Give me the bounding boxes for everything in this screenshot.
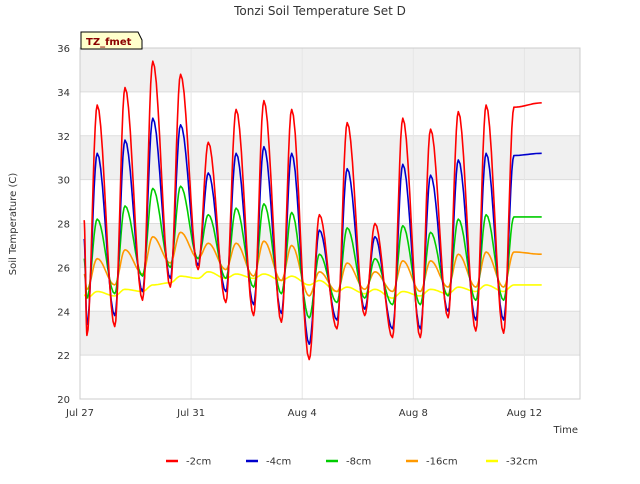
x-tick-label: Jul 31 — [176, 408, 205, 419]
y-tick-label: 30 — [57, 176, 70, 187]
grid-band — [80, 223, 580, 268]
x-tick-label: Jul 27 — [65, 408, 94, 419]
x-tick-label: Aug 4 — [288, 408, 317, 419]
series-line-m2cm — [83, 60, 542, 361]
series-line-m8cm — [83, 185, 542, 319]
legend: -2cm -4cm -8cm -16cm -32cm — [166, 457, 538, 468]
legend-label: -4cm — [266, 457, 291, 468]
series-layer — [83, 60, 542, 361]
station-badge: TZ_fmet — [80, 31, 143, 50]
x-tick-label: Aug 12 — [507, 408, 542, 419]
legend-label: -8cm — [346, 457, 371, 468]
legend-label: -32cm — [506, 457, 538, 468]
y-tick-label: 22 — [57, 351, 70, 362]
badge-box — [80, 31, 143, 50]
y-tick-label: 24 — [57, 307, 70, 318]
y-tick-label: 20 — [57, 395, 70, 406]
x-tick-label: Aug 8 — [399, 408, 428, 419]
y-tick-label: 34 — [57, 88, 70, 99]
y-tick-label: 28 — [57, 220, 70, 231]
x-axis: Jul 27 Jul 31 Aug 4 Aug 8 Aug 12 — [65, 408, 542, 419]
x-axis-title: Time — [553, 425, 578, 436]
grid-band — [80, 135, 580, 180]
y-axis: 20 22 24 26 28 30 32 34 36 — [57, 44, 70, 406]
badge-label: TZ_fmet — [86, 37, 132, 48]
y-tick-label: 36 — [57, 44, 70, 55]
legend-label: -16cm — [426, 457, 458, 468]
plot-border — [79, 47, 581, 400]
series-line-m32cm — [83, 271, 542, 299]
grid-band — [80, 311, 580, 356]
grid-lines — [79, 47, 581, 400]
legend-label: -2cm — [186, 457, 211, 468]
chart-title: Tonzi Soil Temperature Set D — [233, 4, 406, 18]
y-tick-label: 26 — [57, 263, 70, 274]
grid-band — [80, 48, 580, 92]
y-tick-label: 32 — [57, 132, 70, 143]
y-axis-title: Soil Temperature (C) — [8, 173, 19, 276]
